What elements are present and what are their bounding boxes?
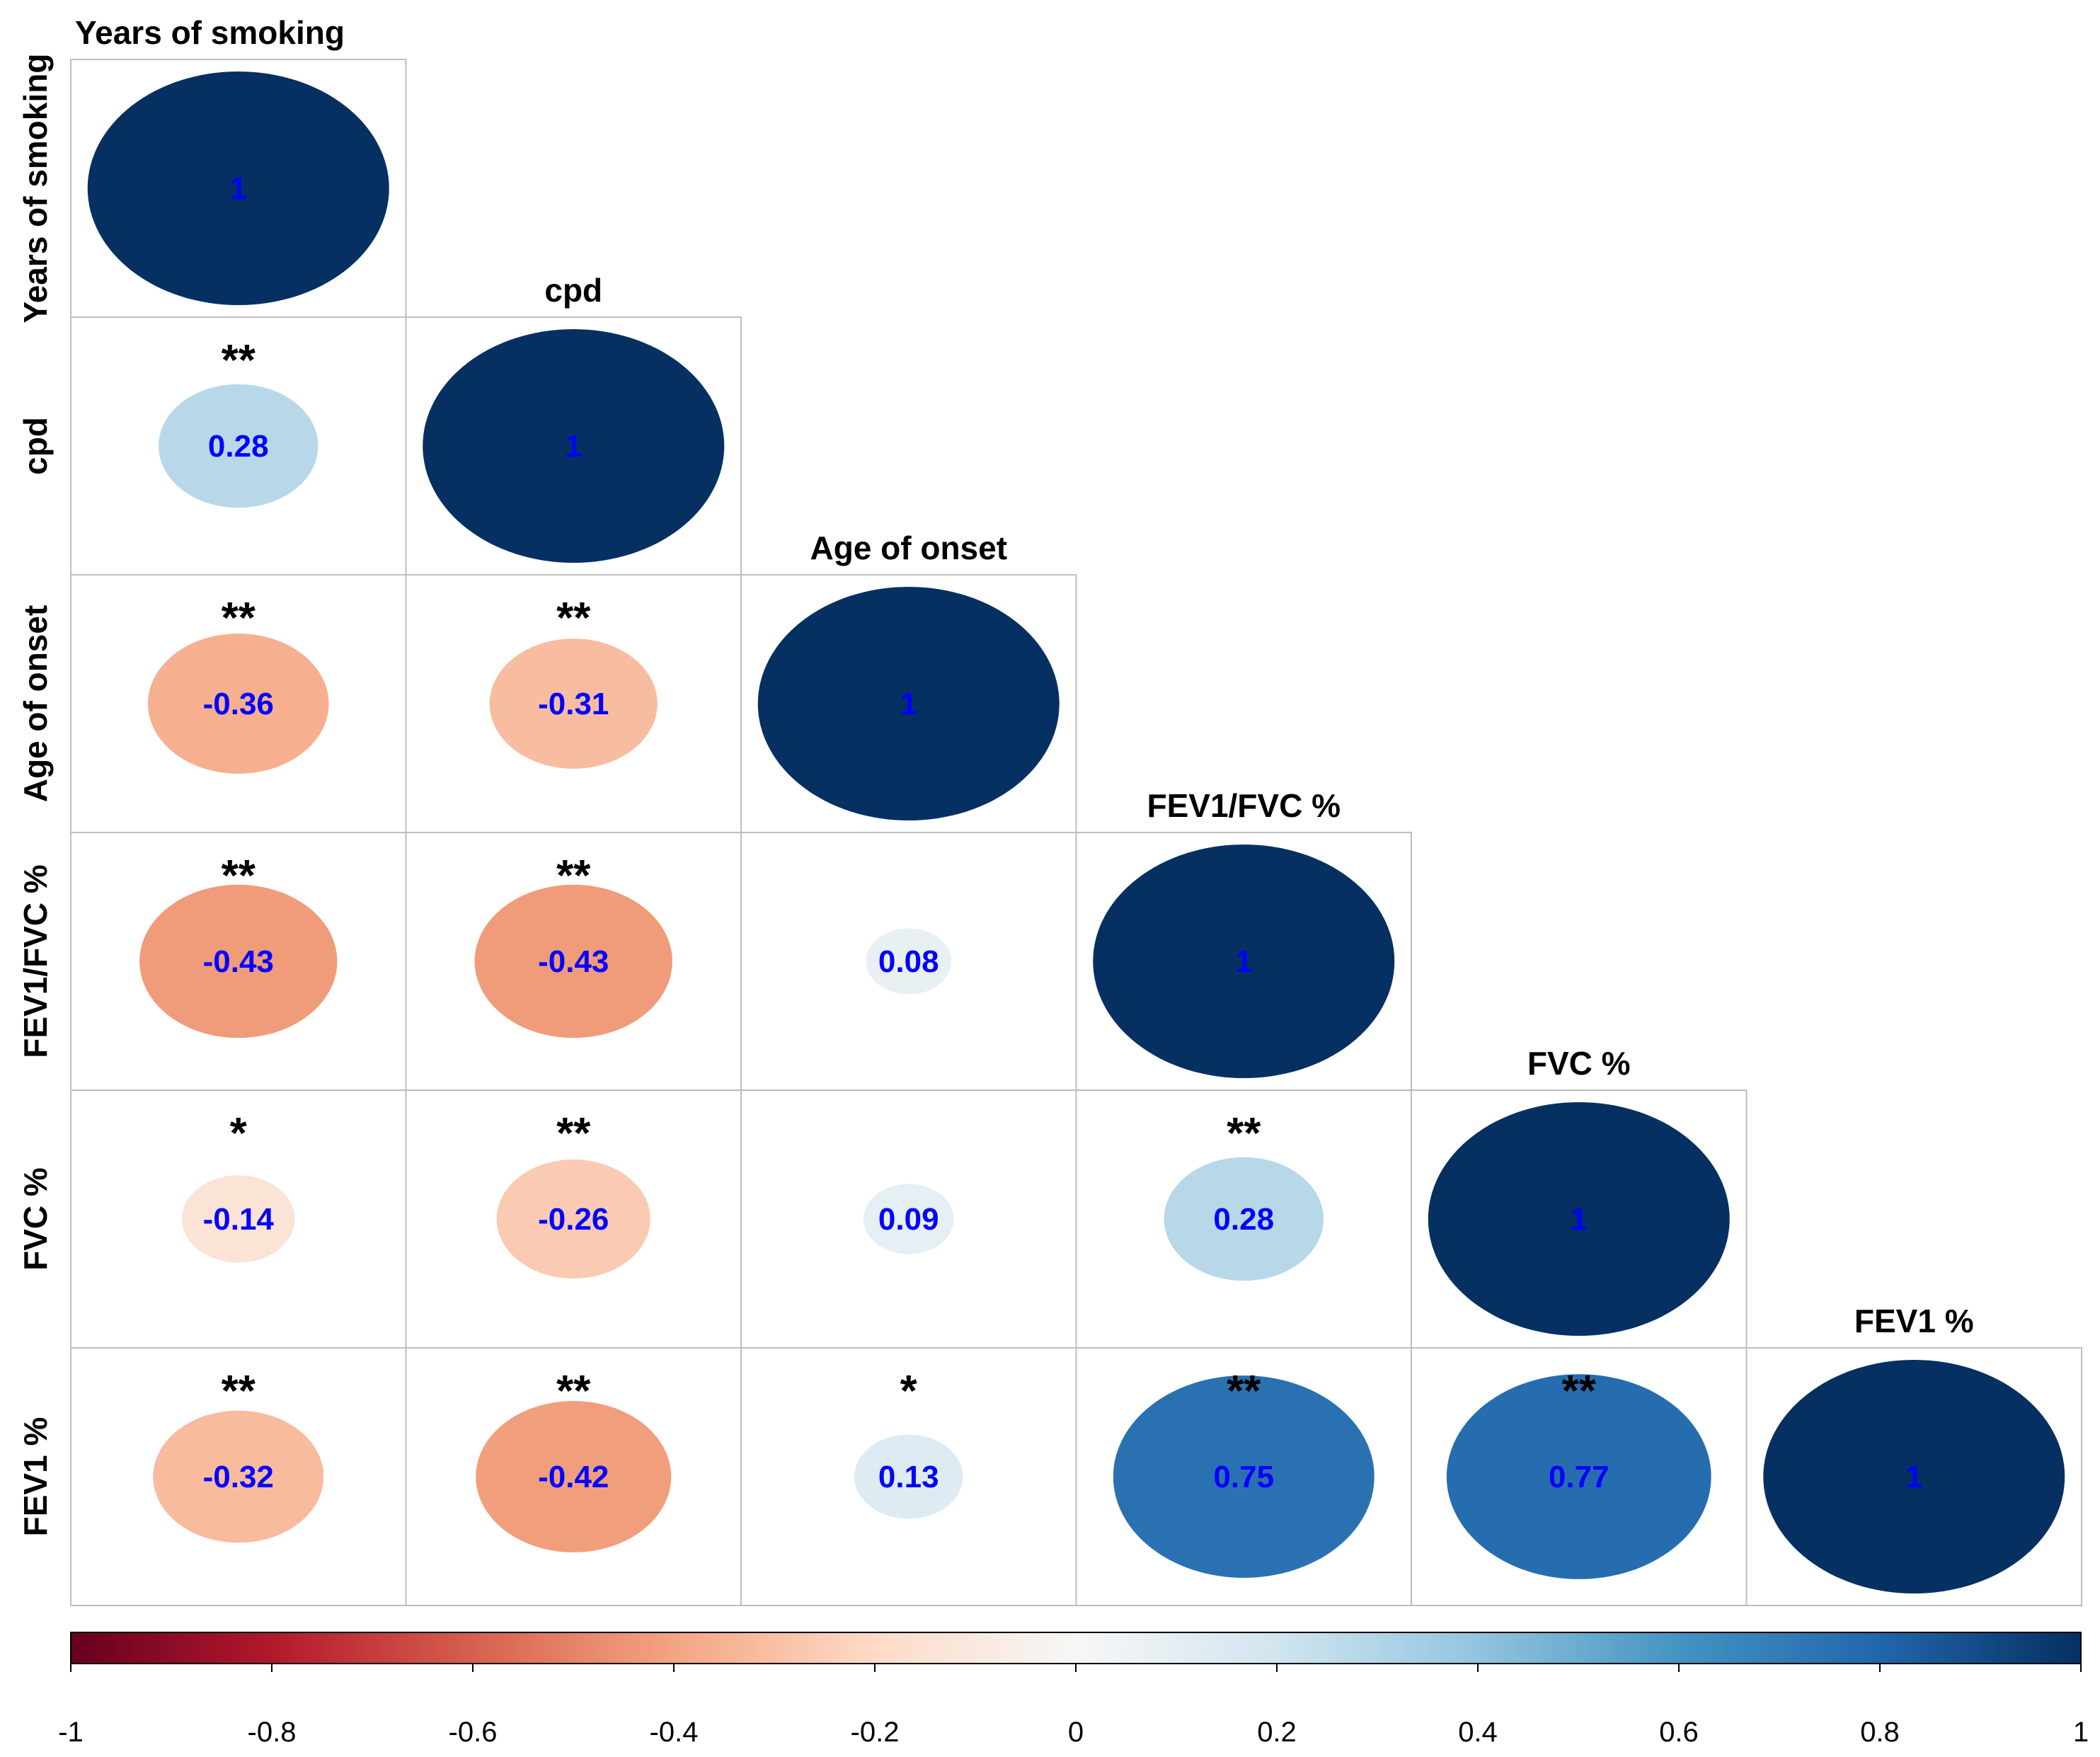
colorbar-tick-label: 0	[1068, 1717, 1084, 1748]
correlation-ellipse	[854, 1434, 963, 1519]
significance-stars: **	[556, 1109, 591, 1158]
colorbar-tick-label: -1	[58, 1717, 84, 1748]
correlation-value-label: 1	[900, 687, 917, 721]
correlation-ellipse	[489, 639, 658, 769]
correlation-ellipse	[476, 1401, 672, 1552]
significance-stars: **	[556, 852, 591, 900]
correlation-value-label: 0.08	[878, 944, 939, 979]
cell-labels: 10.28**1-0.36**-0.31**1-0.43**-0.43**0.0…	[203, 171, 1923, 1494]
row-label: Years of smoking	[17, 54, 54, 324]
correlation-value-label: 0.28	[208, 429, 269, 464]
significance-stars: **	[1227, 1367, 1261, 1416]
correlation-value-label: 1	[1235, 944, 1252, 979]
row-label: FEV1/FVC %	[17, 864, 54, 1058]
correlation-ellipse	[1446, 1374, 1711, 1579]
significance-stars: **	[222, 1367, 256, 1416]
colorbar-tick-label: -0.4	[650, 1717, 699, 1748]
row-label: Age of onset	[17, 605, 54, 803]
variable-labels: Years of smoking cpd Age of onset FEV1/FVC …	[17, 14, 1974, 1536]
colorbar-tick-label: 0.6	[1659, 1717, 1699, 1748]
row-label: FEV1 %	[17, 1417, 54, 1537]
correlation-ellipse	[182, 1175, 295, 1263]
grid-cell	[1745, 1347, 2082, 1606]
correlation-value-label: -0.43	[538, 944, 609, 979]
significance-stars: *	[900, 1367, 918, 1416]
column-label: cpd	[544, 272, 602, 309]
correlation-ellipse	[757, 587, 1060, 820]
correlation-value-label: -0.36	[203, 687, 274, 721]
correlation-ellipse	[1113, 1375, 1375, 1578]
correlation-ellipse	[474, 884, 672, 1038]
column-label: FEV1/FVC %	[1147, 787, 1341, 824]
correlation-value-label: -0.14	[203, 1202, 275, 1237]
significance-stars: **	[1227, 1109, 1261, 1158]
significance-stars: **	[222, 336, 256, 385]
colorbar-tick-label: -0.8	[248, 1717, 297, 1748]
correlation-value-label: 0.75	[1213, 1460, 1274, 1494]
significance-stars: **	[1562, 1367, 1597, 1416]
correlation-ellipse	[147, 634, 329, 774]
colorbar-gradient	[70, 1632, 2082, 1664]
correlation-value-label: 0.13	[878, 1460, 939, 1494]
correlation-ellipse	[1428, 1102, 1730, 1336]
colorbar-tick-label: 0.2	[1257, 1717, 1297, 1748]
column-label: Age of onset	[810, 530, 1007, 566]
colorbar-tick-label: 0.8	[1860, 1717, 1900, 1748]
colorbar-tick-label: 1	[2073, 1717, 2089, 1748]
correlation-ellipse	[159, 384, 319, 508]
correlation-value-label: 1	[1905, 1460, 1922, 1494]
correlation-ellipse	[139, 884, 338, 1038]
correlation-ellipse	[866, 928, 951, 995]
colorbar-tick-label: 0.4	[1458, 1717, 1498, 1748]
correlation-ellipse	[863, 1184, 954, 1254]
correlation-ellipse	[496, 1159, 650, 1279]
colorbar-tick-label: -0.6	[449, 1717, 498, 1748]
significance-stars: **	[222, 852, 256, 900]
row-label: cpd	[17, 417, 54, 475]
column-label: Years of smoking	[75, 14, 345, 51]
correlation-ellipse	[423, 329, 725, 563]
significance-stars: **	[222, 594, 256, 643]
correlation-value-label: 0.09	[878, 1202, 939, 1237]
correlation-ellipse	[1093, 845, 1395, 1078]
colorbar: -1 -0.8 -0.6 -0.4 -0.2 0 0.2 0.4 0.6 0.8 1	[58, 1632, 2089, 1748]
row-label: FVC %	[17, 1167, 54, 1271]
correlation-value-label: -0.32	[203, 1460, 274, 1494]
correlation-value-label: -0.42	[538, 1460, 609, 1494]
correlation-value-label: -0.43	[203, 944, 274, 979]
correlation-value-label: -0.31	[538, 687, 609, 721]
correlation-value-label: 1	[230, 171, 247, 206]
correlation-value-label: 1	[1571, 1202, 1588, 1237]
significance-stars: **	[556, 1367, 591, 1416]
grid-lines	[70, 59, 2082, 1606]
correlation-value-label: 0.77	[1549, 1460, 1610, 1494]
column-label: FEV1 %	[1854, 1303, 1974, 1339]
column-label: FVC %	[1527, 1045, 1631, 1082]
correlation-value-label: 0.28	[1213, 1202, 1274, 1237]
correlation-value-label: -0.26	[538, 1202, 609, 1237]
significance-stars: **	[556, 594, 591, 643]
correlation-ellipse	[87, 71, 389, 305]
colorbar-tick-label: -0.2	[851, 1717, 900, 1748]
correlation-ellipse	[153, 1410, 324, 1543]
significance-stars: *	[230, 1109, 248, 1158]
correlation-value-label: 1	[565, 429, 582, 464]
correlation-ellipse	[1763, 1360, 2065, 1593]
ellipse-marks	[87, 71, 2065, 1593]
correlation-ellipse	[1164, 1157, 1324, 1281]
